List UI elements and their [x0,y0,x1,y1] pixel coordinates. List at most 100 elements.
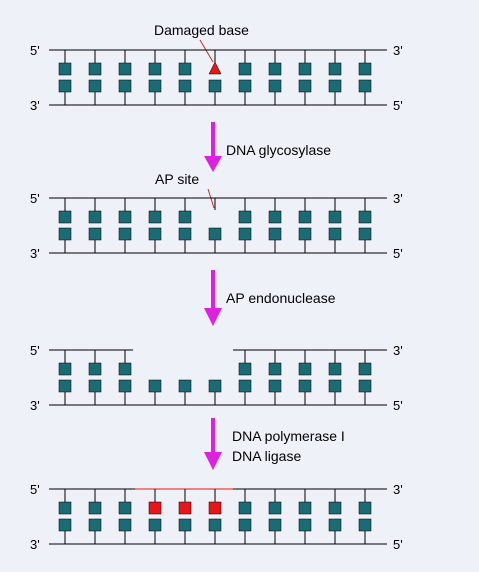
base-top [178,62,192,76]
damaged-base [208,61,222,75]
base-bottom [88,518,102,532]
base-bottom [358,227,372,241]
base-top [268,210,282,224]
base-top [268,501,282,515]
base-top [118,62,132,76]
three-prime-label-bottom: 3' [30,537,40,552]
base-bottom [178,379,192,393]
five-prime-label-bottom: 5' [393,246,403,261]
three-prime-label-bottom: 3' [30,398,40,413]
five-prime-label-bottom: 5' [393,537,403,552]
three-prime-label-top: 3' [393,43,403,58]
base-bottom [268,518,282,532]
base-bottom [178,79,192,93]
base-top [238,501,252,515]
base-bottom [148,379,162,393]
base-bottom [178,518,192,532]
base-bottom [328,227,342,241]
base-top [328,62,342,76]
base-bottom [238,227,252,241]
arrow-step-2 [204,270,222,326]
step-3-label-line-2: DNA ligase [232,448,301,464]
base-bottom [268,379,282,393]
five-prime-label-bottom: 5' [393,398,403,413]
base-top [58,362,72,376]
dna-panels: 5' 3' 3' 5' 5' 3' 3' 5' 5' 3' 3' 5' 5' 3' 3' 5' [30,43,403,552]
base-top [298,62,312,76]
base-bottom [148,79,162,93]
base-bottom [208,79,222,93]
base-bottom [148,227,162,241]
base-top [118,362,132,376]
base-top [358,362,372,376]
base-bottom [58,518,72,532]
base-bottom [238,379,252,393]
base-top [298,501,312,515]
damaged-base-pointer [199,39,214,63]
ap-site-label: AP site [155,171,199,187]
repaired-base [148,501,162,515]
base-top [298,362,312,376]
base-top [328,501,342,515]
base-bottom [58,79,72,93]
base-bottom [118,379,132,393]
base-top [358,62,372,76]
base-bottom [268,79,282,93]
step-1-label: DNA glycosylase [226,142,331,158]
base-top [298,210,312,224]
step-2-label: AP endonuclease [226,290,336,306]
base-bottom [358,518,372,532]
base-bottom [148,518,162,532]
three-prime-label-top: 3' [393,191,403,206]
base-top [268,62,282,76]
base-bottom [58,379,72,393]
base-bottom [238,79,252,93]
base-top [148,62,162,76]
arrow-step-1 [204,122,222,172]
base-bottom [328,379,342,393]
three-prime-label-top: 3' [393,343,403,358]
base-top [268,362,282,376]
repaired-base [208,501,222,515]
base-bottom [118,518,132,532]
five-prime-label-top: 5' [30,191,40,206]
base-bottom [298,379,312,393]
base-bottom [88,79,102,93]
base-bottom [178,227,192,241]
three-prime-label-bottom: 3' [30,98,40,113]
base-bottom [328,79,342,93]
base-bottom [208,518,222,532]
arrow-step-3 [204,418,222,470]
base-bottom [358,379,372,393]
base-bottom [208,227,222,241]
base-bottom [298,79,312,93]
base-top [328,210,342,224]
base-top [88,501,102,515]
repaired-base [178,501,192,515]
base-top [238,362,252,376]
base-bottom [298,518,312,532]
base-top [178,210,192,224]
base-top [118,210,132,224]
base-bottom [118,79,132,93]
base-top [88,362,102,376]
base-top [358,501,372,515]
base-bottom [238,518,252,532]
base-bottom [88,379,102,393]
five-prime-label-top: 5' [30,343,40,358]
base-bottom [88,227,102,241]
five-prime-label-bottom: 5' [393,98,403,113]
step-3-label-line-1: DNA polymerase I [232,428,345,444]
base-bottom [298,227,312,241]
base-bottom [358,79,372,93]
base-top [58,501,72,515]
base-bottom [58,227,72,241]
three-prime-label-top: 3' [393,482,403,497]
base-top [328,362,342,376]
base-top [148,210,162,224]
base-top [238,210,252,224]
base-top [58,62,72,76]
base-top [88,210,102,224]
base-bottom [328,518,342,532]
